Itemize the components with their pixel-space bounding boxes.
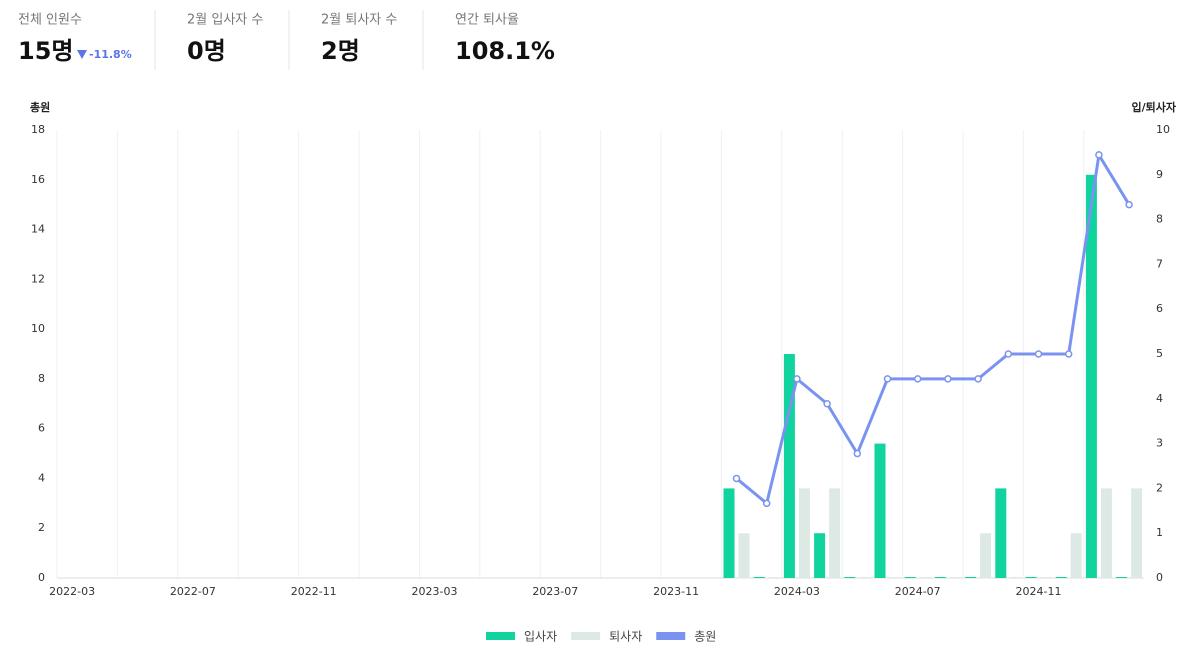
- y-tick-label: 18: [31, 123, 45, 136]
- bar: [1010, 577, 1022, 578]
- y2-tick-label: 2: [1156, 481, 1163, 494]
- x-tick-label: 2023-07: [532, 585, 578, 598]
- bar: [904, 577, 916, 578]
- stat-value: 0명: [187, 37, 226, 65]
- y2-tick-label: 9: [1156, 168, 1163, 181]
- point: [944, 375, 952, 383]
- y2-tick-label: 4: [1156, 392, 1163, 405]
- bar: [814, 533, 826, 578]
- point: [853, 449, 862, 458]
- bar: [738, 533, 750, 578]
- y2-tick-label: 3: [1156, 437, 1163, 450]
- point: [883, 375, 892, 383]
- bar: [783, 354, 795, 578]
- point: [793, 375, 801, 383]
- bar: [844, 577, 856, 578]
- bar: [874, 443, 886, 578]
- y2-tick-label: 8: [1156, 213, 1163, 226]
- bar: [995, 488, 1007, 578]
- bar: [829, 488, 841, 578]
- bar: [934, 577, 946, 578]
- x-tick-label: 2022-11: [291, 585, 337, 598]
- y-tick-label: 8: [38, 372, 45, 385]
- bar: [1070, 533, 1082, 578]
- bar: [1100, 488, 1112, 578]
- bar: [1055, 577, 1067, 578]
- y-tick-label: 12: [31, 272, 45, 285]
- x-tick-label: 2023-03: [412, 585, 458, 598]
- legend-label: 퇴사자: [609, 630, 642, 644]
- bar: [980, 533, 992, 578]
- stat-value: 15명: [18, 37, 73, 65]
- x-tick-label: 2024-03: [774, 585, 820, 598]
- bar: [889, 577, 901, 578]
- x-tick-label: 2022-07: [170, 585, 216, 598]
- point: [1034, 350, 1043, 358]
- point: [974, 375, 982, 383]
- point: [1095, 151, 1103, 159]
- stat-label: 전체 인원수: [18, 13, 82, 28]
- bar: [859, 577, 871, 578]
- x-tick-label: 2024-07: [895, 585, 941, 598]
- x-tick-label: 2023-11: [653, 585, 699, 598]
- point: [762, 499, 771, 508]
- legend-swatch: [656, 632, 686, 640]
- bar: [1085, 174, 1097, 579]
- point: [1004, 350, 1013, 358]
- y-tick-label: 10: [31, 322, 45, 335]
- point: [732, 474, 741, 483]
- line: [735, 150, 1131, 507]
- legend-swatch: [486, 632, 515, 640]
- bar: [1131, 488, 1143, 578]
- stat-value: 2명: [321, 37, 360, 65]
- point: [1064, 350, 1073, 358]
- x-tick-label: 2022-03: [49, 585, 95, 598]
- stat-label: 2월 퇴사자 수: [321, 13, 397, 28]
- bar: [965, 577, 977, 578]
- stat-change: -11.8%: [89, 48, 132, 61]
- y2-tick-label: 6: [1156, 302, 1163, 315]
- y-tick-label: 0: [38, 571, 45, 584]
- y2-tick-label: 5: [1156, 347, 1163, 360]
- stat-value: 108.1%: [455, 37, 555, 65]
- stat-label: 2월 입사자 수: [187, 13, 263, 28]
- bar: [1040, 577, 1052, 578]
- legend-label: 총원: [694, 630, 716, 644]
- bar: [768, 577, 780, 578]
- down-icon: [77, 50, 87, 59]
- y-tick-label: 6: [38, 422, 45, 435]
- bar: [723, 488, 735, 578]
- y2-tick-label: 10: [1156, 123, 1170, 136]
- bar: [1116, 577, 1128, 578]
- point: [913, 375, 922, 383]
- x-tick-label: 2024-11: [1016, 585, 1062, 598]
- y2-tick-label: 7: [1156, 257, 1163, 270]
- bar: [1025, 577, 1037, 578]
- y-tick-label: 2: [38, 521, 45, 534]
- point: [823, 400, 831, 408]
- legend-swatch: [571, 632, 601, 640]
- bar: [949, 577, 961, 578]
- y2-tick-label: 0: [1156, 571, 1163, 584]
- bar: [919, 577, 931, 578]
- stat-label: 연간 퇴사율: [455, 13, 519, 28]
- y2-tick-label: 1: [1156, 526, 1163, 539]
- bar: [753, 577, 765, 578]
- bar: [798, 488, 810, 578]
- legend-label: 입사자: [524, 630, 557, 644]
- y2-axis-title: 입/퇴사자: [1132, 100, 1177, 114]
- y-tick-label: 14: [31, 223, 45, 236]
- y-axis-title: 총원: [30, 100, 50, 114]
- point: [1125, 200, 1133, 209]
- y-tick-label: 4: [38, 471, 45, 484]
- y-tick-label: 16: [31, 173, 45, 186]
